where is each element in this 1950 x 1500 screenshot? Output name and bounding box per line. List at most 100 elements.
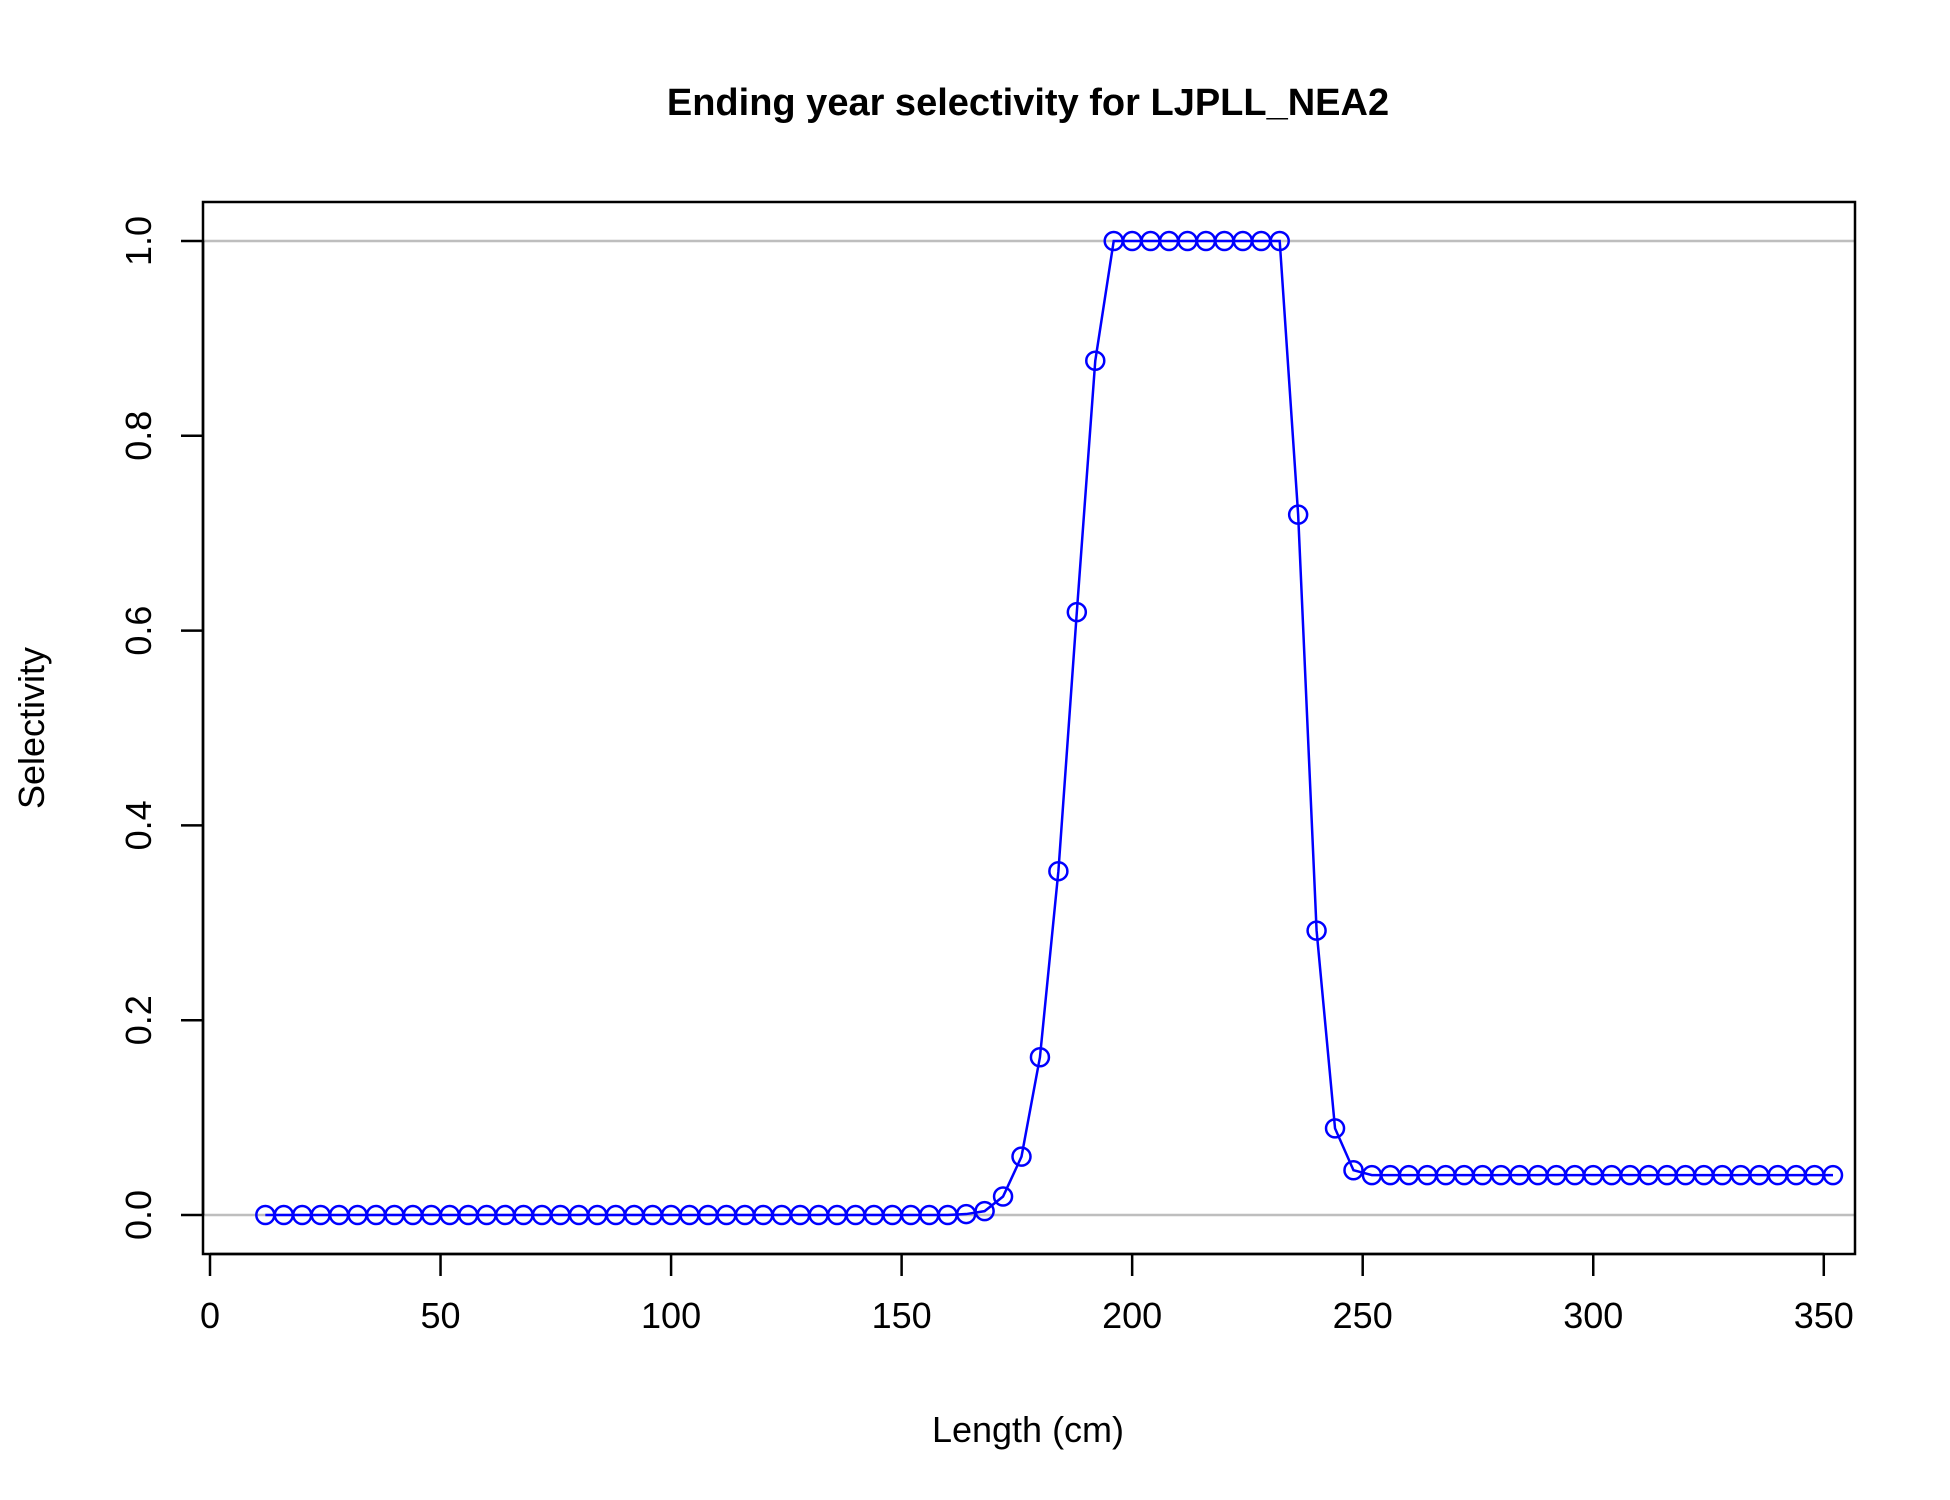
data-point	[476, 1204, 497, 1226]
data-point	[1343, 1159, 1364, 1181]
data-point	[1822, 1164, 1844, 1186]
x-tick-label-0: 0	[200, 1295, 220, 1336]
data-point	[587, 1204, 608, 1226]
data-point	[863, 1204, 885, 1226]
data-point	[697, 1204, 719, 1226]
data-point	[1693, 1164, 1715, 1186]
data-point	[365, 1204, 387, 1226]
data-point	[605, 1204, 626, 1226]
data-point	[1195, 230, 1217, 252]
data-point	[1177, 230, 1198, 252]
data-point	[513, 1204, 534, 1226]
data-point	[716, 1204, 737, 1226]
data-point	[1435, 1164, 1456, 1186]
data-point	[1767, 1164, 1788, 1186]
x-tick-label-6: 300	[1563, 1295, 1623, 1336]
data-point	[310, 1204, 331, 1226]
data-point	[1546, 1164, 1567, 1186]
data-point	[992, 1186, 1014, 1207]
x-tick-label-5: 250	[1333, 1295, 1393, 1336]
data-point	[1103, 230, 1124, 252]
data-point	[1638, 1164, 1659, 1186]
data-point	[1472, 1164, 1493, 1186]
x-tick-label-3: 150	[872, 1295, 932, 1336]
chart-title: Ending year selectivity for LJPLL_NEA2	[667, 82, 1389, 124]
x-tick-label-2: 100	[641, 1295, 701, 1336]
data-point	[1214, 230, 1235, 252]
data-point	[1306, 920, 1327, 941]
y-tick-label-4: 0.8	[118, 411, 159, 461]
data-point	[826, 1204, 848, 1226]
data-point	[255, 1204, 276, 1226]
x-axis: 0 50 100 150 200 250 300 350	[200, 1252, 1854, 1336]
data-point	[734, 1204, 756, 1226]
y-axis-label: Selectivity	[11, 647, 52, 809]
data-point	[402, 1204, 424, 1226]
data-point	[1085, 350, 1106, 372]
data-point	[347, 1204, 368, 1226]
data-point	[660, 1204, 682, 1226]
data-point	[919, 1204, 940, 1226]
data-point	[1417, 1164, 1438, 1186]
data-point	[1121, 230, 1143, 252]
data-point	[1785, 1164, 1807, 1186]
data-point	[384, 1204, 405, 1226]
data-point	[328, 1204, 350, 1226]
data-point	[1656, 1164, 1678, 1186]
data-point	[623, 1204, 645, 1226]
data-point	[1509, 1164, 1530, 1186]
x-axis-label: Length (cm)	[932, 1409, 1124, 1450]
data-point	[1029, 1046, 1051, 1068]
data-point	[808, 1204, 829, 1226]
data-point	[1748, 1164, 1770, 1186]
data-point	[1453, 1164, 1475, 1186]
data-point	[642, 1204, 663, 1226]
data-point	[845, 1204, 866, 1226]
data-point	[1564, 1164, 1586, 1186]
data-point	[882, 1204, 903, 1226]
data-point	[1158, 230, 1180, 252]
data-point	[1380, 1164, 1401, 1186]
data-point	[1361, 1164, 1383, 1186]
data-point	[1601, 1164, 1622, 1186]
data-point	[955, 1203, 977, 1225]
x-tick-label-1: 50	[421, 1295, 461, 1336]
y-tick-label-2: 0.4	[118, 800, 159, 850]
data-point	[1287, 504, 1309, 525]
data-point	[273, 1204, 295, 1226]
data-point	[1011, 1146, 1032, 1167]
reference-lines	[203, 239, 1855, 1217]
y-axis: 0.0 0.2 0.4 0.6 0.8 1.0	[118, 216, 205, 1240]
data-point	[1490, 1164, 1512, 1186]
data-point	[771, 1204, 792, 1226]
data-point	[1066, 601, 1088, 623]
data-point	[1712, 1164, 1733, 1186]
data-point	[789, 1204, 811, 1226]
data-point	[494, 1204, 516, 1226]
data-point	[1324, 1118, 1346, 1139]
data-point	[1269, 230, 1290, 252]
y-tick-label-0: 0.0	[118, 1190, 159, 1240]
data-point	[1232, 230, 1254, 252]
series-line-0	[265, 239, 1833, 1217]
data-point	[568, 1204, 590, 1226]
data-point	[1048, 860, 1069, 882]
data-point	[291, 1204, 313, 1226]
data-point	[753, 1204, 774, 1226]
x-tick-label-4: 200	[1102, 1295, 1162, 1336]
data-point	[531, 1204, 553, 1226]
x-tick-label-7: 350	[1794, 1295, 1854, 1336]
series-layer	[255, 230, 1844, 1226]
data-point	[974, 1200, 995, 1222]
y-tick-label-5: 1.0	[118, 216, 159, 266]
plot-frame	[201, 200, 1857, 1256]
data-point	[1140, 230, 1161, 252]
data-point	[1804, 1164, 1825, 1186]
data-point	[1582, 1164, 1604, 1186]
data-point	[1398, 1164, 1420, 1186]
data-point	[439, 1204, 461, 1226]
data-point	[550, 1204, 571, 1226]
data-point	[1619, 1164, 1641, 1186]
data-point	[457, 1204, 479, 1226]
